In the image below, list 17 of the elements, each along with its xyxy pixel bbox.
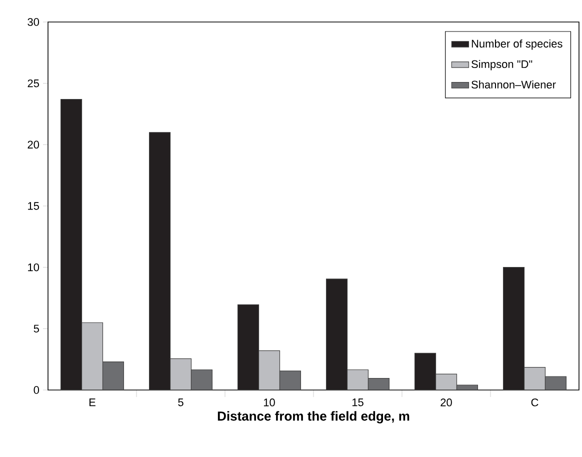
legend-label: Simpson "D": [472, 60, 532, 70]
y-tick-label: 5: [34, 324, 39, 332]
y-tick-label: 10: [28, 263, 40, 272]
x-tick-label: 10: [264, 398, 275, 406]
x-axis-title: Distance from the field edge, m: [218, 411, 410, 424]
legend-label: Shannon–Wiener: [472, 80, 556, 89]
x-tick-label: 5: [178, 398, 184, 406]
y-tick-label: 20: [28, 140, 40, 149]
x-tick-label: C: [531, 398, 538, 406]
x-tick-label: E: [89, 398, 96, 406]
y-tick-label: 25: [28, 79, 39, 88]
x-tick-label: 15: [352, 398, 364, 406]
y-tick-label: 30: [28, 18, 40, 26]
x-tick-label: 20: [440, 398, 452, 406]
legend-label: Number of species: [472, 39, 562, 50]
y-tick-label: 0: [34, 386, 40, 394]
y-tick-label: 15: [28, 202, 39, 210]
